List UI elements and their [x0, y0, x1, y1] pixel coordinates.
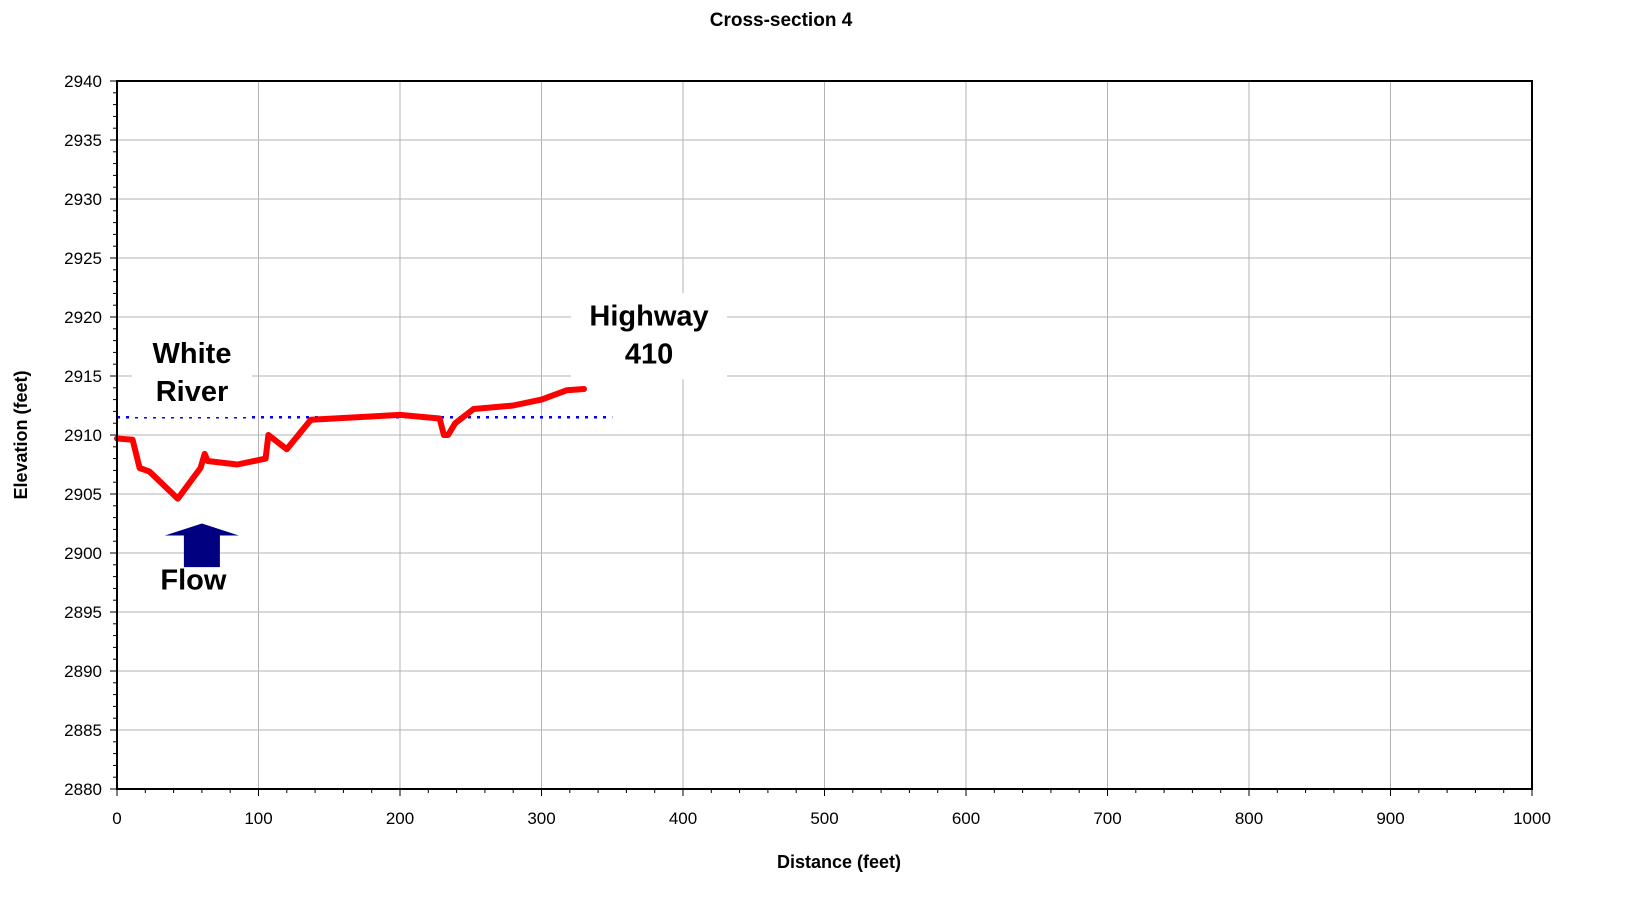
- annotation-background: [571, 293, 728, 380]
- y-tick-label: 2900: [64, 544, 102, 563]
- y-tick-label: 2935: [64, 131, 102, 150]
- x-tick-label: 300: [527, 809, 555, 828]
- x-tick-label: 700: [1093, 809, 1121, 828]
- annotation-text: Flow: [160, 565, 226, 597]
- x-tick-label: 500: [810, 809, 838, 828]
- y-tick-label: 2880: [64, 780, 102, 799]
- chart-title: Cross-section 4: [710, 10, 853, 31]
- annotation-label: White River: [131, 331, 252, 418]
- x-tick-label: 400: [669, 809, 697, 828]
- y-tick-label: 2905: [64, 485, 102, 504]
- axis-ticks: 0 100 200 300 400 500 600 700 800 900 1000 2880 2885…: [64, 72, 1551, 828]
- y-tick-label: 2930: [64, 190, 102, 209]
- x-tick-label: 100: [244, 809, 272, 828]
- ground-profile-line: [114, 386, 587, 502]
- annotation-text: River: [156, 376, 229, 408]
- y-tick-label: 2890: [64, 662, 102, 681]
- annotation-text: Highway: [589, 300, 708, 332]
- x-tick-label: 600: [952, 809, 980, 828]
- y-tick-label: 2925: [64, 249, 102, 268]
- annotations: White River Highway 410 Flow: [131, 293, 728, 606]
- y-tick-label: 2920: [64, 308, 102, 327]
- y-axis-label: Elevation (feet): [11, 370, 31, 499]
- annotation-text: White: [153, 338, 232, 370]
- series-layer: [114, 386, 613, 502]
- x-axis-label: Distance (feet): [777, 852, 901, 872]
- x-tick-label: 200: [386, 809, 414, 828]
- x-tick-label: 800: [1235, 809, 1263, 828]
- y-tick-label: 2895: [64, 603, 102, 622]
- annotation-label: Highway 410: [571, 293, 728, 380]
- gridlines: [117, 81, 1532, 789]
- annotation-background: [131, 331, 252, 418]
- flow-arrow-icon: [164, 523, 239, 568]
- y-tick-label: 2915: [64, 367, 102, 386]
- annotation-text: 410: [625, 338, 673, 370]
- y-tick-label: 2885: [64, 721, 102, 740]
- y-tick-label: 2940: [64, 72, 102, 91]
- x-tick-label: 1000: [1513, 809, 1551, 828]
- x-tick-label: 900: [1376, 809, 1404, 828]
- x-tick-label: 0: [112, 809, 121, 828]
- y-tick-label: 2910: [64, 426, 102, 445]
